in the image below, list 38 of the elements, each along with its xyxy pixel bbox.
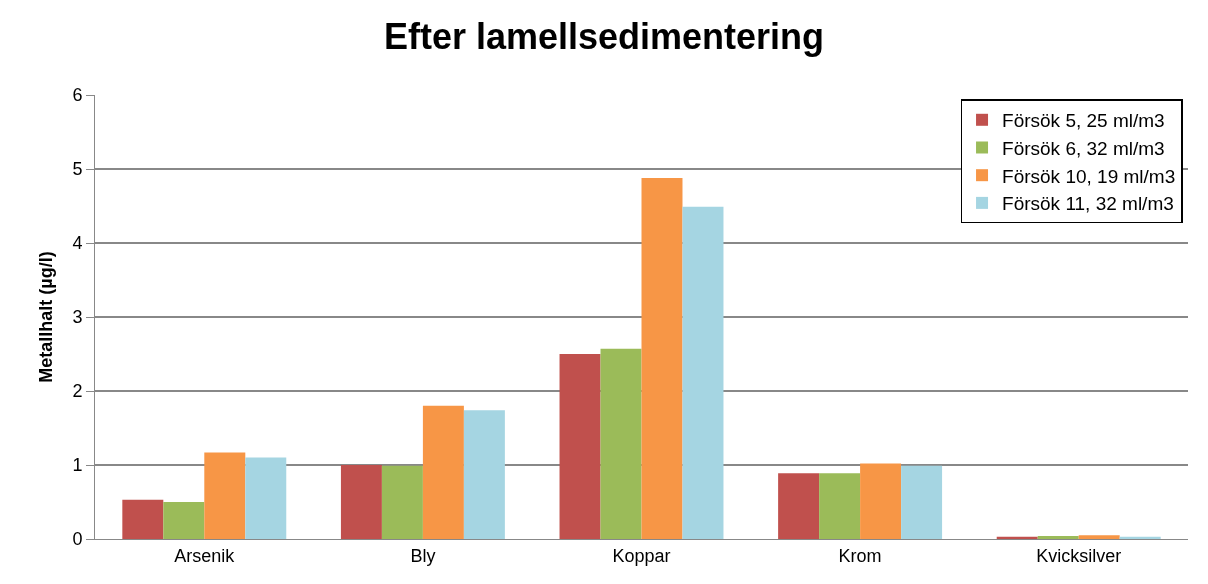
- x-tick-label: Kvicksilver: [1036, 545, 1122, 566]
- bar: [778, 473, 820, 539]
- bar: [245, 457, 287, 539]
- x-tick-label: Krom: [838, 545, 882, 566]
- bar: [819, 473, 861, 539]
- bar: [682, 206, 724, 539]
- chart-title: Efter lamellsedimentering: [383, 15, 825, 57]
- bar: [463, 410, 505, 539]
- bar: [1078, 535, 1120, 539]
- bar: [860, 463, 902, 539]
- bar: [122, 499, 164, 539]
- y-tick-label: 4: [72, 233, 83, 254]
- legend-label: Försök 11, 32 ml/m3: [1002, 193, 1174, 215]
- bar: [340, 465, 382, 539]
- bar: [1119, 536, 1161, 539]
- bar: [996, 536, 1038, 539]
- y-tick-label: 3: [72, 307, 83, 328]
- bar: [600, 348, 642, 539]
- bar: [204, 452, 246, 539]
- y-tick-label: 6: [72, 85, 83, 106]
- x-tick-label: Bly: [410, 545, 436, 566]
- x-tick-label: Arsenik: [174, 545, 236, 566]
- y-tick-label: 2: [72, 381, 83, 402]
- y-tick-label: 5: [72, 159, 83, 180]
- bar: [422, 405, 464, 539]
- bar: [1037, 536, 1079, 539]
- y-axis-title: Metallhalt (µg/l): [35, 251, 56, 383]
- legend-label: Försök 10, 19 ml/m3: [1002, 165, 1176, 187]
- y-tick-label: 0: [72, 529, 83, 550]
- bar: [381, 465, 423, 539]
- bar: [559, 354, 601, 539]
- bar: [163, 502, 205, 539]
- bar: [641, 177, 683, 539]
- x-tick-label: Koppar: [612, 545, 671, 566]
- bar: [901, 465, 943, 539]
- y-tick-label: 1: [72, 455, 83, 476]
- legend-label: Försök 5, 25 ml/m3: [1002, 110, 1165, 132]
- legend-label: Försök 6, 32 ml/m3: [1002, 137, 1165, 159]
